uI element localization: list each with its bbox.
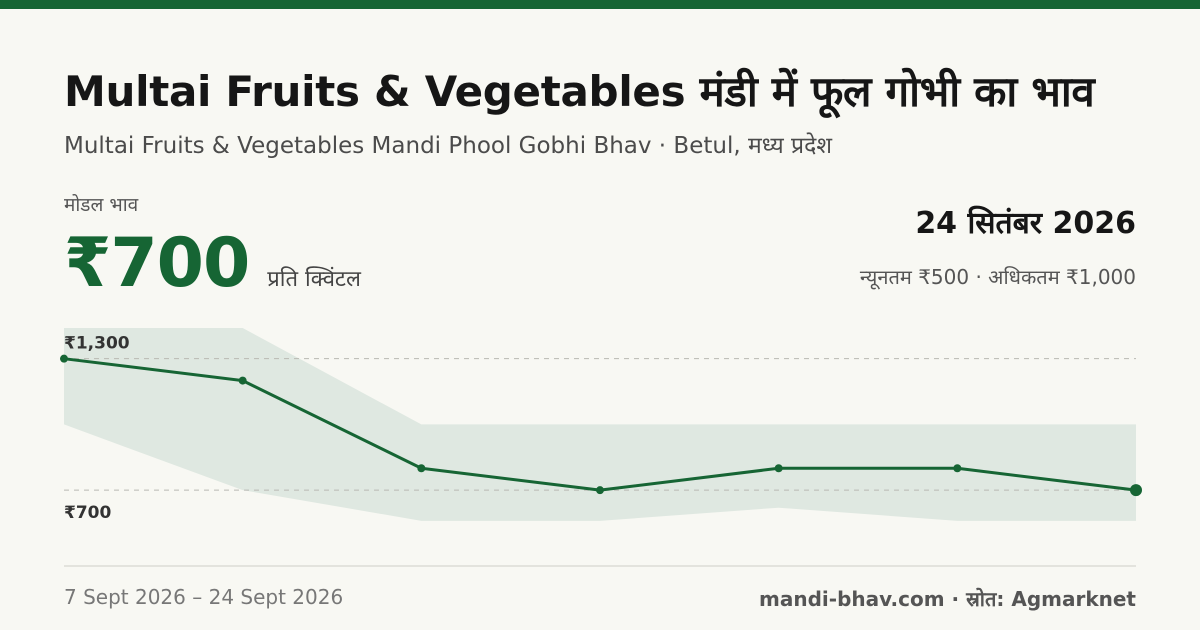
data-point-4 <box>774 464 783 473</box>
modal-price-label: मोडल भाव <box>64 194 139 216</box>
reference-label-high: ₹1,300 <box>64 334 130 354</box>
data-point-5 <box>953 464 962 473</box>
footer-date-range: 7 Sept 2026 – 24 Sept 2026 <box>64 585 344 609</box>
data-point-6 <box>1130 484 1142 497</box>
page-subtitle: Multai Fruits & Vegetables Mandi Phool G… <box>64 133 832 159</box>
footer-source: mandi-bhav.com · स्रोत: Agmarknet <box>759 587 1136 611</box>
price-unit: प्रति क्विंटल <box>267 267 361 292</box>
reference-label-low: ₹700 <box>64 503 111 523</box>
data-point-1 <box>238 376 247 385</box>
price-row: ₹700 प्रति क्विंटल <box>64 224 361 303</box>
min-max-range: न्यूनतम ₹500 · अधिकतम ₹1,000 <box>859 265 1136 289</box>
data-point-3 <box>596 486 604 495</box>
data-point-2 <box>417 464 426 473</box>
page-title: Multai Fruits & Vegetables मंडी में फूल … <box>64 67 1095 116</box>
modal-price-value: ₹700 <box>64 224 250 303</box>
data-point-0 <box>60 354 68 363</box>
min-max-band <box>64 328 1136 521</box>
top-accent-bar <box>0 0 1200 9</box>
price-date: 24 सितंबर 2026 <box>915 206 1136 241</box>
